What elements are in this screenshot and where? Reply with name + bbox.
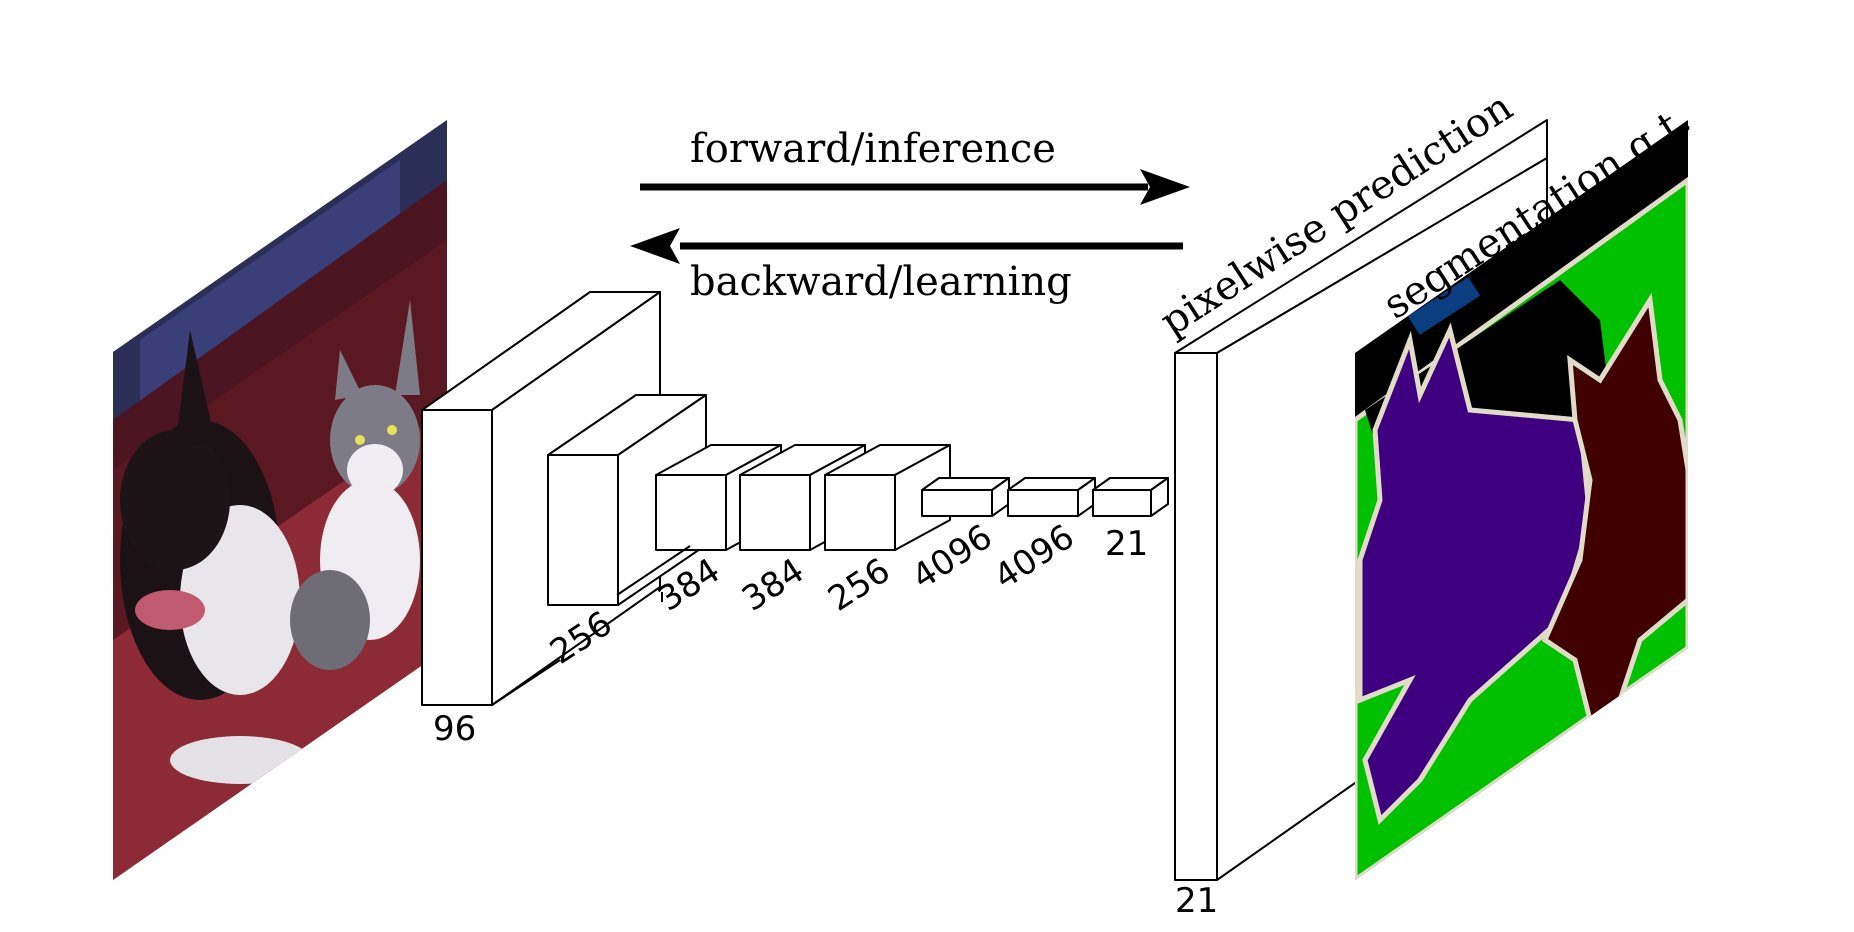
forward-arrow <box>640 169 1190 205</box>
layer-box-21 <box>1092 477 1169 517</box>
layer-label-4096-b: 4096 <box>987 517 1081 598</box>
layer-label-256-b: 256 <box>821 551 897 620</box>
backward-arrow <box>630 228 1183 264</box>
layer-box-4096-b <box>1007 477 1096 517</box>
layer-label-384-b: 384 <box>735 551 811 620</box>
layer-box-4096-a <box>921 477 1010 517</box>
layer-label-96: 96 <box>433 709 476 749</box>
input-photo <box>113 120 447 880</box>
layer-box-256-b <box>824 444 951 551</box>
backward-label: backward/learning <box>690 259 1072 305</box>
prediction-channels: 21 <box>1175 881 1218 921</box>
conv-layers <box>421 291 1169 706</box>
forward-label: forward/inference <box>690 126 1056 172</box>
sofa-label-strip <box>1407 277 1481 335</box>
layer-label-21: 21 <box>1105 524 1148 564</box>
